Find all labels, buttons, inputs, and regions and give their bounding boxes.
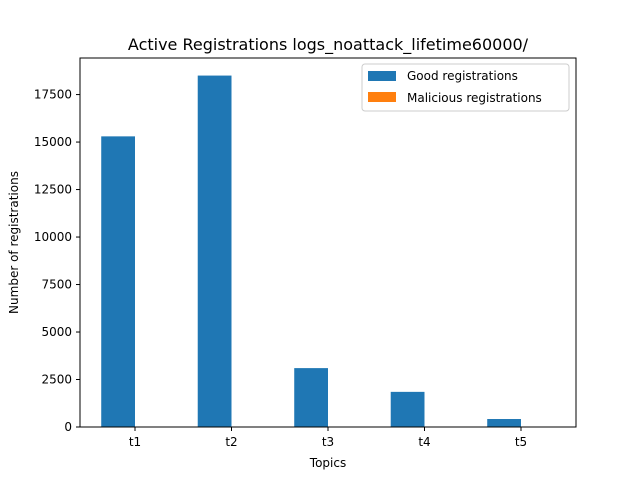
- legend: Good registrations Malicious registratio…: [361, 63, 570, 112]
- y-axis-label: Number of registrations: [7, 171, 21, 314]
- bar-good-t4: [390, 391, 425, 427]
- x-tick-label: t3: [322, 435, 334, 449]
- x-axis-label: Topics: [309, 456, 346, 470]
- legend-swatch-good: [368, 71, 396, 81]
- y-tick-label: 10000: [34, 230, 72, 244]
- y-tick-label: 17500: [34, 88, 72, 102]
- bars-group: [101, 75, 521, 428]
- y-tick-label: 15000: [34, 135, 72, 149]
- y-ticks: 0 2500 5000 7500 10000 12500 15000 17500: [34, 88, 80, 434]
- chart-title: Active Registrations logs_noattack_lifet…: [128, 35, 529, 55]
- bar-good-t3: [294, 368, 328, 427]
- bar-good-t5: [487, 419, 521, 427]
- y-tick-label: 2500: [41, 373, 72, 387]
- legend-swatch-malicious: [368, 92, 396, 102]
- legend-frame: [361, 63, 570, 112]
- y-tick-label: 12500: [34, 183, 72, 197]
- x-tick-label: t2: [225, 435, 237, 449]
- x-tick-label: t4: [418, 435, 430, 449]
- bar-good-t2: [197, 75, 232, 427]
- x-tick-label: t1: [129, 435, 141, 449]
- x-ticks: t1 t2 t3 t4 t5: [129, 427, 527, 449]
- y-tick-label: 7500: [41, 278, 72, 292]
- legend-label-malicious: Malicious registrations: [407, 91, 542, 105]
- bar-good-t1: [101, 136, 135, 428]
- y-tick-label: 5000: [41, 325, 72, 339]
- legend-label-good: Good registrations: [407, 69, 518, 83]
- y-tick-label: 0: [64, 420, 72, 434]
- x-tick-label: t5: [515, 435, 527, 449]
